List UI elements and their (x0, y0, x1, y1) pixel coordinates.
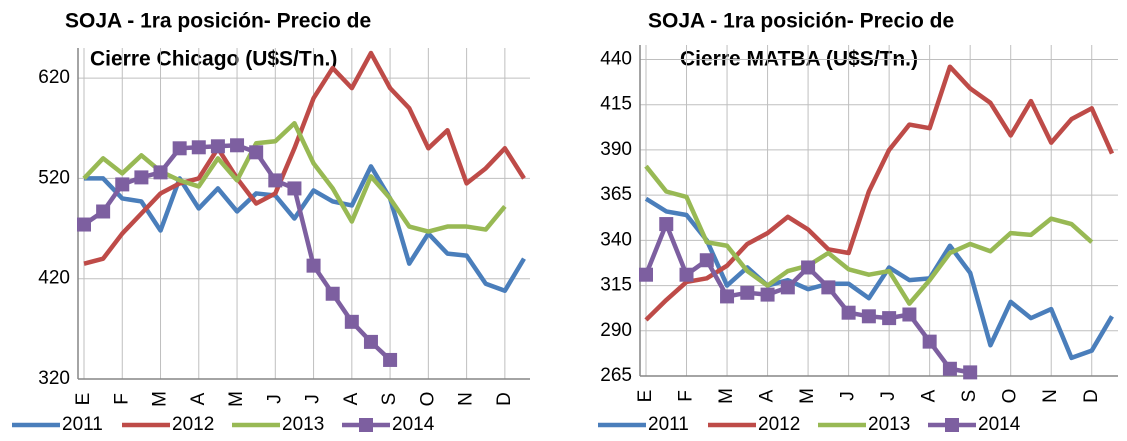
legend-label: 2014 (978, 414, 1021, 435)
marker (963, 365, 978, 380)
x-tick-label: J (838, 391, 859, 401)
x-tick-label: D (1081, 389, 1102, 403)
marker (841, 305, 856, 320)
y-tick-label: 620 (38, 67, 70, 88)
y-tick-label: 440 (600, 48, 632, 69)
x-tick-label: S (379, 393, 400, 406)
x-tick-label: M (226, 391, 247, 407)
legend-label: 2013 (868, 414, 910, 435)
y-tick-label: 290 (600, 320, 632, 341)
marker (902, 307, 917, 322)
x-tick-label: M (150, 391, 171, 407)
legend-label: 2012 (172, 414, 214, 435)
x-tick-label: M (797, 388, 818, 404)
legend-marker (359, 418, 373, 432)
x-tick-label: S (959, 390, 980, 403)
x-tick-label: D (494, 392, 515, 406)
x-tick-label: F (676, 390, 697, 402)
marker (699, 253, 714, 268)
marker (922, 334, 937, 349)
marker (153, 165, 168, 180)
marker (325, 286, 340, 301)
marker (191, 140, 206, 155)
y-tick-label: 315 (600, 275, 632, 296)
marker (115, 177, 130, 192)
marker (720, 289, 735, 304)
legend-marker (945, 418, 959, 432)
marker (942, 361, 957, 376)
y-tick-label: 420 (38, 268, 70, 289)
x-tick-label: N (1040, 389, 1061, 403)
x-tick-label: N (456, 392, 477, 406)
legend-label: 2012 (758, 414, 800, 435)
x-tick-label: A (188, 392, 209, 405)
chart-title: SOJA - 1ra posición- Precio de (648, 10, 954, 33)
chart-title: Cierre Chicago (U$S/Tn.) (90, 48, 337, 71)
chart-title: SOJA - 1ra posición- Precio de (65, 10, 371, 33)
x-tick-label: O (417, 392, 438, 407)
y-tick-label: 415 (600, 94, 632, 115)
marker (760, 287, 775, 302)
series-line (84, 164, 526, 293)
y-tick-label: 320 (38, 368, 70, 389)
x-tick-label: A (919, 389, 940, 402)
x-tick-label: J (303, 394, 324, 404)
x-tick-label: A (757, 389, 778, 402)
marker (679, 267, 694, 282)
marker (268, 173, 283, 188)
x-tick-label: J (264, 394, 285, 404)
marker (96, 204, 111, 219)
marker (230, 138, 245, 153)
x-tick-label: A (341, 392, 362, 405)
x-tick-label: E (73, 393, 94, 406)
marker (780, 280, 795, 295)
x-tick-label: E (635, 390, 656, 403)
marker (210, 139, 225, 154)
legend-label: 2013 (282, 414, 324, 435)
marker (77, 217, 91, 232)
marker (134, 170, 149, 185)
marker (821, 280, 836, 295)
y-tick-label: 520 (38, 167, 70, 188)
y-tick-label: 390 (600, 139, 632, 160)
legend-label: 2011 (648, 414, 689, 435)
series-line (644, 164, 1094, 306)
x-tick-label: F (111, 393, 132, 405)
marker (306, 258, 321, 273)
x-tick-label: J (878, 391, 899, 401)
x-tick-label: O (1000, 389, 1021, 404)
marker (172, 141, 187, 156)
marker (882, 311, 897, 326)
x-tick-label: M (716, 388, 737, 404)
marker (801, 260, 816, 275)
marker (363, 334, 378, 349)
y-tick-label: 265 (600, 365, 632, 386)
legend-label: 2014 (392, 414, 435, 435)
y-tick-label: 365 (600, 184, 632, 205)
series-line (644, 64, 1115, 322)
marker (639, 267, 653, 282)
series-line (644, 196, 1114, 361)
marker (344, 314, 359, 329)
legend-label: 2011 (62, 414, 103, 435)
marker (659, 217, 674, 232)
marker (249, 145, 264, 160)
marker (383, 352, 398, 367)
marker (861, 309, 876, 324)
y-tick-label: 340 (600, 229, 632, 250)
marker (287, 181, 302, 196)
marker (740, 285, 755, 300)
series-line (83, 50, 526, 266)
